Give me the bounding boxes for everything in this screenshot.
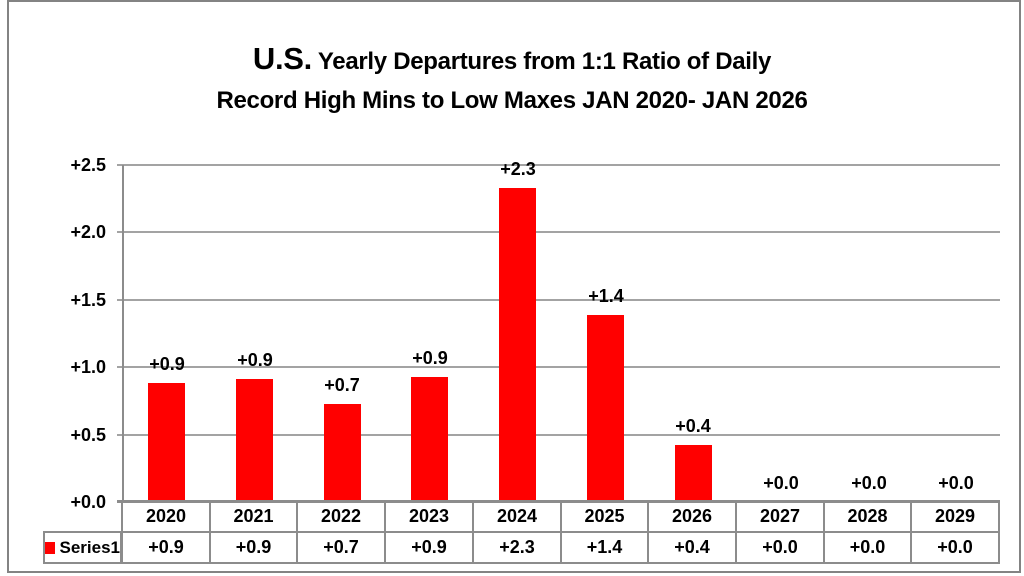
y-axis-tick-label: +1.5 (70, 289, 106, 310)
bar-2022 (324, 404, 361, 502)
table-value-cell: +2.3 (472, 531, 562, 564)
gridline (117, 366, 1000, 369)
y-axis-tick-label: +0.0 (70, 492, 106, 512)
table-year-cell: 2023 (384, 500, 474, 533)
y-axis-tick-label: +2.0 (70, 222, 106, 243)
bar-value-label: +0.9 (237, 350, 273, 370)
bar-value-label: +0.9 (412, 348, 448, 368)
table-year-cell: 2024 (472, 500, 562, 533)
bar-2020 (148, 383, 185, 502)
bar-2026 (675, 445, 712, 502)
table-value-cell: +0.9 (209, 531, 298, 564)
chart-title-line1: U.S. Yearly Departures from 1:1 Ratio of… (0, 41, 1024, 80)
table-year-cell: 2022 (296, 500, 386, 533)
gridline (117, 298, 1000, 301)
gridline (117, 231, 1000, 234)
bar-2024 (499, 188, 536, 502)
chart-title: U.S. Yearly Departures from 1:1 Ratio of… (0, 41, 1024, 117)
bar-value-label: +2.3 (500, 159, 536, 179)
bar-value-label: +0.7 (324, 375, 360, 395)
bar-2023 (411, 377, 448, 502)
series-name-label: Series1 (59, 537, 121, 557)
chart-title-line2: Record High Mins to Low Maxes JAN 2020- … (216, 87, 808, 114)
y-axis-line (122, 165, 124, 502)
title-line1-rest: Yearly Departures from 1:1 Ratio of Dail… (311, 48, 772, 75)
table-value-cell: +0.0 (823, 531, 912, 564)
gridline (117, 433, 1000, 436)
table-value-cell: +0.0 (735, 531, 825, 564)
table-year-cell: 2029 (910, 500, 1000, 533)
table-year-cell: 2028 (823, 500, 912, 533)
series-color-swatch-icon (45, 541, 55, 554)
table-year-cell: 2025 (560, 500, 649, 533)
table-value-cell: +0.4 (647, 531, 737, 564)
table-year-cell: 2026 (647, 500, 737, 533)
y-axis-tick-label: +1.0 (70, 357, 106, 378)
x-axis-line (117, 500, 1000, 503)
gridline (117, 164, 1000, 166)
table-value-cell: +0.7 (296, 531, 386, 564)
table-value-cell: +0.9 (384, 531, 474, 564)
table-value-cell: +0.0 (910, 531, 1000, 564)
y-axis-tick-label: +0.5 (70, 424, 106, 445)
bar-2021 (236, 379, 273, 502)
bar-value-label: +0.0 (763, 473, 799, 493)
bar-2025 (587, 315, 624, 502)
bar-value-label: +0.0 (938, 473, 974, 493)
table-year-cell: 2027 (735, 500, 825, 533)
bar-value-label: +0.9 (149, 354, 185, 374)
table-year-cell: 2020 (121, 500, 211, 533)
title-emphasis: U.S. (252, 41, 312, 76)
legend-cell: Series1 (43, 531, 122, 564)
bar-value-label: +1.4 (588, 286, 624, 306)
table-value-cell: +0.9 (121, 531, 211, 564)
table-value-cell: +1.4 (560, 531, 649, 564)
table-year-cell: 2021 (209, 500, 298, 533)
y-axis-tick-label: +2.5 (70, 155, 106, 175)
bar-value-label: +0.4 (675, 416, 711, 436)
bar-value-label: +0.0 (851, 473, 887, 493)
